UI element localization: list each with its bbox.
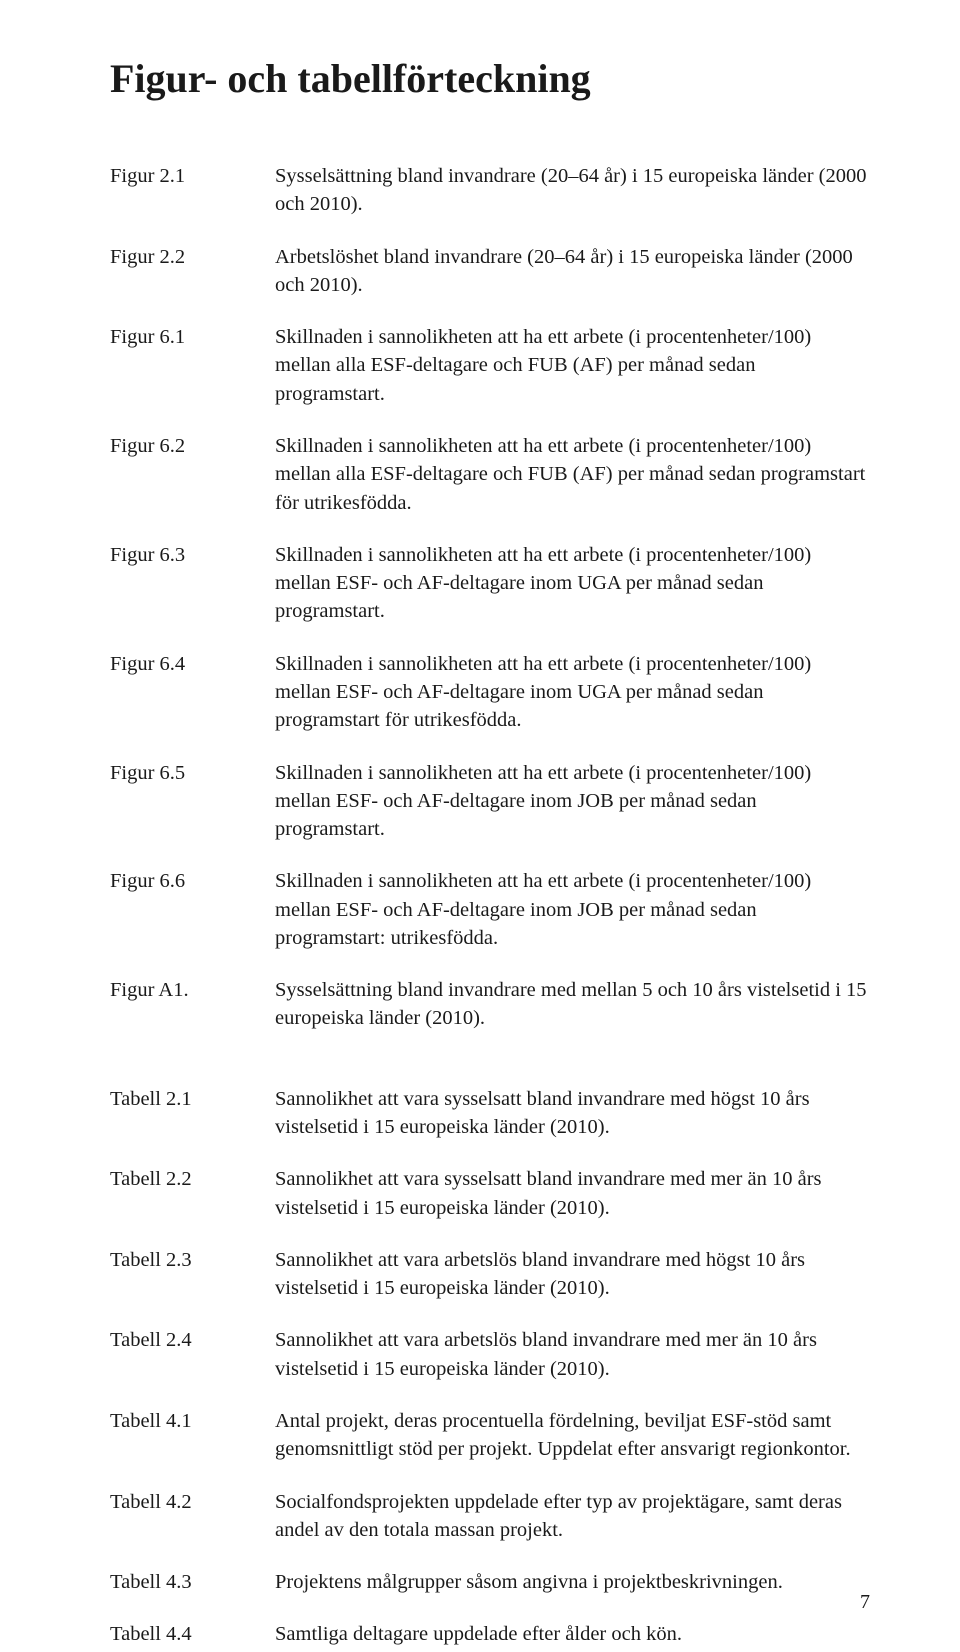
list-item: Figur 2.1 Sysselsättning bland invandrar… bbox=[110, 162, 870, 219]
list-item: Figur 6.6 Skillnaden i sannolikheten att… bbox=[110, 867, 870, 952]
entry-description: Sysselsättning bland invandrare med mell… bbox=[275, 976, 870, 1033]
section-gap bbox=[110, 1057, 870, 1085]
entry-description: Sannolikhet att vara arbetslös bland inv… bbox=[275, 1246, 870, 1303]
entry-label: Figur 6.6 bbox=[110, 867, 275, 895]
page-number: 7 bbox=[860, 1591, 870, 1614]
figure-list: Figur 2.1 Sysselsättning bland invandrar… bbox=[110, 162, 870, 1033]
entry-label: Figur 6.2 bbox=[110, 432, 275, 460]
entry-label: Tabell 2.3 bbox=[110, 1246, 275, 1274]
entry-label: Figur 2.2 bbox=[110, 243, 275, 271]
list-item: Figur A1. Sysselsättning bland invandrar… bbox=[110, 976, 870, 1033]
entry-description: Skillnaden i sannolikheten att ha ett ar… bbox=[275, 323, 870, 408]
entry-description: Sannolikhet att vara arbetslös bland inv… bbox=[275, 1326, 870, 1383]
list-item: Figur 6.4 Skillnaden i sannolikheten att… bbox=[110, 650, 870, 735]
list-item: Figur 2.2 Arbetslöshet bland invandrare … bbox=[110, 243, 870, 300]
entry-label: Tabell 4.1 bbox=[110, 1407, 275, 1435]
entry-description: Skillnaden i sannolikheten att ha ett ar… bbox=[275, 541, 870, 626]
page-title: Figur- och tabellförteckning bbox=[110, 56, 870, 102]
entry-label: Figur 2.1 bbox=[110, 162, 275, 190]
entry-label: Figur 6.5 bbox=[110, 759, 275, 787]
entry-label: Tabell 2.2 bbox=[110, 1165, 275, 1193]
entry-label: Figur 6.4 bbox=[110, 650, 275, 678]
entry-label: Figur A1. bbox=[110, 976, 275, 1004]
list-item: Tabell 2.4 Sannolikhet att vara arbetslö… bbox=[110, 1326, 870, 1383]
entry-description: Antal projekt, deras procentuella fördel… bbox=[275, 1407, 870, 1464]
list-item: Figur 6.2 Skillnaden i sannolikheten att… bbox=[110, 432, 870, 517]
entry-description: Arbetslöshet bland invandrare (20–64 år)… bbox=[275, 243, 870, 300]
entry-label: Tabell 4.3 bbox=[110, 1568, 275, 1596]
entry-description: Sannolikhet att vara sysselsatt bland in… bbox=[275, 1165, 870, 1222]
list-item: Tabell 2.1 Sannolikhet att vara sysselsa… bbox=[110, 1085, 870, 1142]
entry-description: Skillnaden i sannolikheten att ha ett ar… bbox=[275, 432, 870, 517]
list-item: Tabell 2.2 Sannolikhet att vara sysselsa… bbox=[110, 1165, 870, 1222]
list-item: Figur 6.5 Skillnaden i sannolikheten att… bbox=[110, 759, 870, 844]
list-item: Tabell 4.1 Antal projekt, deras procentu… bbox=[110, 1407, 870, 1464]
entry-label: Tabell 4.2 bbox=[110, 1488, 275, 1516]
list-item: Tabell 4.2 Socialfondsprojekten uppdelad… bbox=[110, 1488, 870, 1545]
table-list: Tabell 2.1 Sannolikhet att vara sysselsa… bbox=[110, 1085, 870, 1649]
entry-label: Tabell 4.4 bbox=[110, 1620, 275, 1648]
entry-description: Skillnaden i sannolikheten att ha ett ar… bbox=[275, 867, 870, 952]
entry-label: Tabell 2.1 bbox=[110, 1085, 275, 1113]
entry-label: Figur 6.3 bbox=[110, 541, 275, 569]
entry-description: Projektens målgrupper såsom angivna i pr… bbox=[275, 1568, 870, 1596]
list-item: Tabell 4.4 Samtliga deltagare uppdelade … bbox=[110, 1620, 870, 1648]
list-item: Figur 6.1 Skillnaden i sannolikheten att… bbox=[110, 323, 870, 408]
entry-description: Samtliga deltagare uppdelade efter ålder… bbox=[275, 1620, 870, 1648]
entry-description: Skillnaden i sannolikheten att ha ett ar… bbox=[275, 650, 870, 735]
list-item: Tabell 4.3 Projektens målgrupper såsom a… bbox=[110, 1568, 870, 1596]
entry-label: Figur 6.1 bbox=[110, 323, 275, 351]
list-item: Figur 6.3 Skillnaden i sannolikheten att… bbox=[110, 541, 870, 626]
list-item: Tabell 2.3 Sannolikhet att vara arbetslö… bbox=[110, 1246, 870, 1303]
entry-description: Socialfondsprojekten uppdelade efter typ… bbox=[275, 1488, 870, 1545]
entry-description: Sannolikhet att vara sysselsatt bland in… bbox=[275, 1085, 870, 1142]
entry-description: Sysselsättning bland invandrare (20–64 å… bbox=[275, 162, 870, 219]
entry-description: Skillnaden i sannolikheten att ha ett ar… bbox=[275, 759, 870, 844]
entry-label: Tabell 2.4 bbox=[110, 1326, 275, 1354]
